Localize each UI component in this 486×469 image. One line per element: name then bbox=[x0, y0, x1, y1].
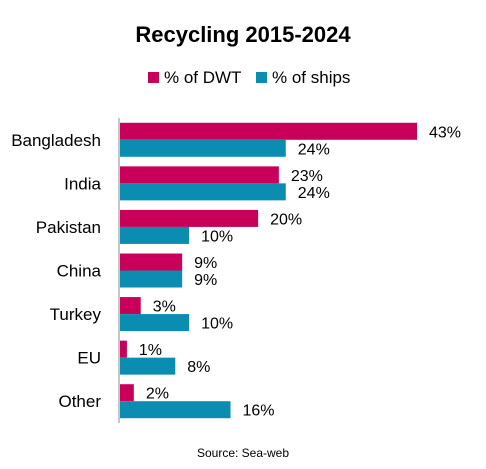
bar-other-of-dwt bbox=[120, 384, 134, 402]
legend-label-of-dwt: % of DWT bbox=[164, 68, 241, 87]
bar-turkey-of-dwt bbox=[120, 297, 141, 315]
bar-other-of-ships bbox=[120, 401, 231, 419]
bar-pakistan-of-dwt bbox=[120, 209, 259, 227]
value-label-other-of-dwt: 2% bbox=[146, 386, 169, 403]
category-label-china: China bbox=[57, 262, 102, 281]
category-label-bangladesh: Bangladesh bbox=[11, 131, 101, 150]
bar-india-of-ships bbox=[120, 183, 286, 201]
bar-eu-of-dwt bbox=[120, 340, 127, 358]
value-label-pakistan-of-ships: 10% bbox=[201, 228, 233, 245]
bar-bangladesh-of-ships bbox=[120, 139, 286, 157]
category-label-india: India bbox=[64, 174, 101, 193]
category-label-other: Other bbox=[58, 392, 101, 411]
value-label-bangladesh-of-ships: 24% bbox=[298, 141, 330, 158]
category-labels: Bangladesh India Pakistan China Turkey EU Othe… bbox=[11, 131, 101, 411]
chart-title: Recycling 2015-2024 bbox=[135, 22, 351, 47]
value-label-china-of-ships: 9% bbox=[194, 272, 217, 289]
value-label-eu-of-ships: 8% bbox=[187, 359, 210, 376]
category-label-eu: EU bbox=[77, 349, 101, 368]
value-label-eu-of-dwt: 1% bbox=[139, 342, 162, 359]
value-label-bangladesh-of-dwt: 43% bbox=[429, 124, 461, 141]
legend: % of DWT % of ships bbox=[148, 68, 350, 87]
bar-china-of-dwt bbox=[120, 253, 183, 271]
bar-china-of-ships bbox=[120, 270, 183, 288]
value-labels: 43%24%23%24%20%10%9%9%3%10%1%8%2%16% bbox=[139, 124, 461, 419]
value-label-turkey-of-dwt: 3% bbox=[153, 299, 176, 316]
bar-india-of-dwt bbox=[120, 166, 279, 184]
bar-pakistan-of-ships bbox=[120, 226, 190, 244]
value-label-other-of-ships: 16% bbox=[243, 403, 275, 420]
legend-swatch-of-ships bbox=[256, 72, 267, 83]
value-label-pakistan-of-dwt: 20% bbox=[270, 211, 302, 228]
source-note: Source: Sea-web bbox=[197, 446, 289, 460]
value-label-turkey-of-ships: 10% bbox=[201, 316, 233, 333]
bar-eu-of-ships bbox=[120, 357, 176, 375]
category-label-pakistan: Pakistan bbox=[36, 218, 101, 237]
value-label-india-of-dwt: 23% bbox=[291, 168, 323, 185]
legend-swatch-of-dwt bbox=[148, 72, 159, 83]
legend-label-of-ships: % of ships bbox=[272, 68, 350, 87]
bar-bangladesh-of-dwt bbox=[120, 122, 417, 140]
category-label-turkey: Turkey bbox=[50, 305, 102, 324]
bars-group bbox=[120, 122, 417, 419]
bar-turkey-of-ships bbox=[120, 314, 190, 332]
value-label-india-of-ships: 24% bbox=[298, 185, 330, 202]
value-label-china-of-dwt: 9% bbox=[194, 255, 217, 272]
